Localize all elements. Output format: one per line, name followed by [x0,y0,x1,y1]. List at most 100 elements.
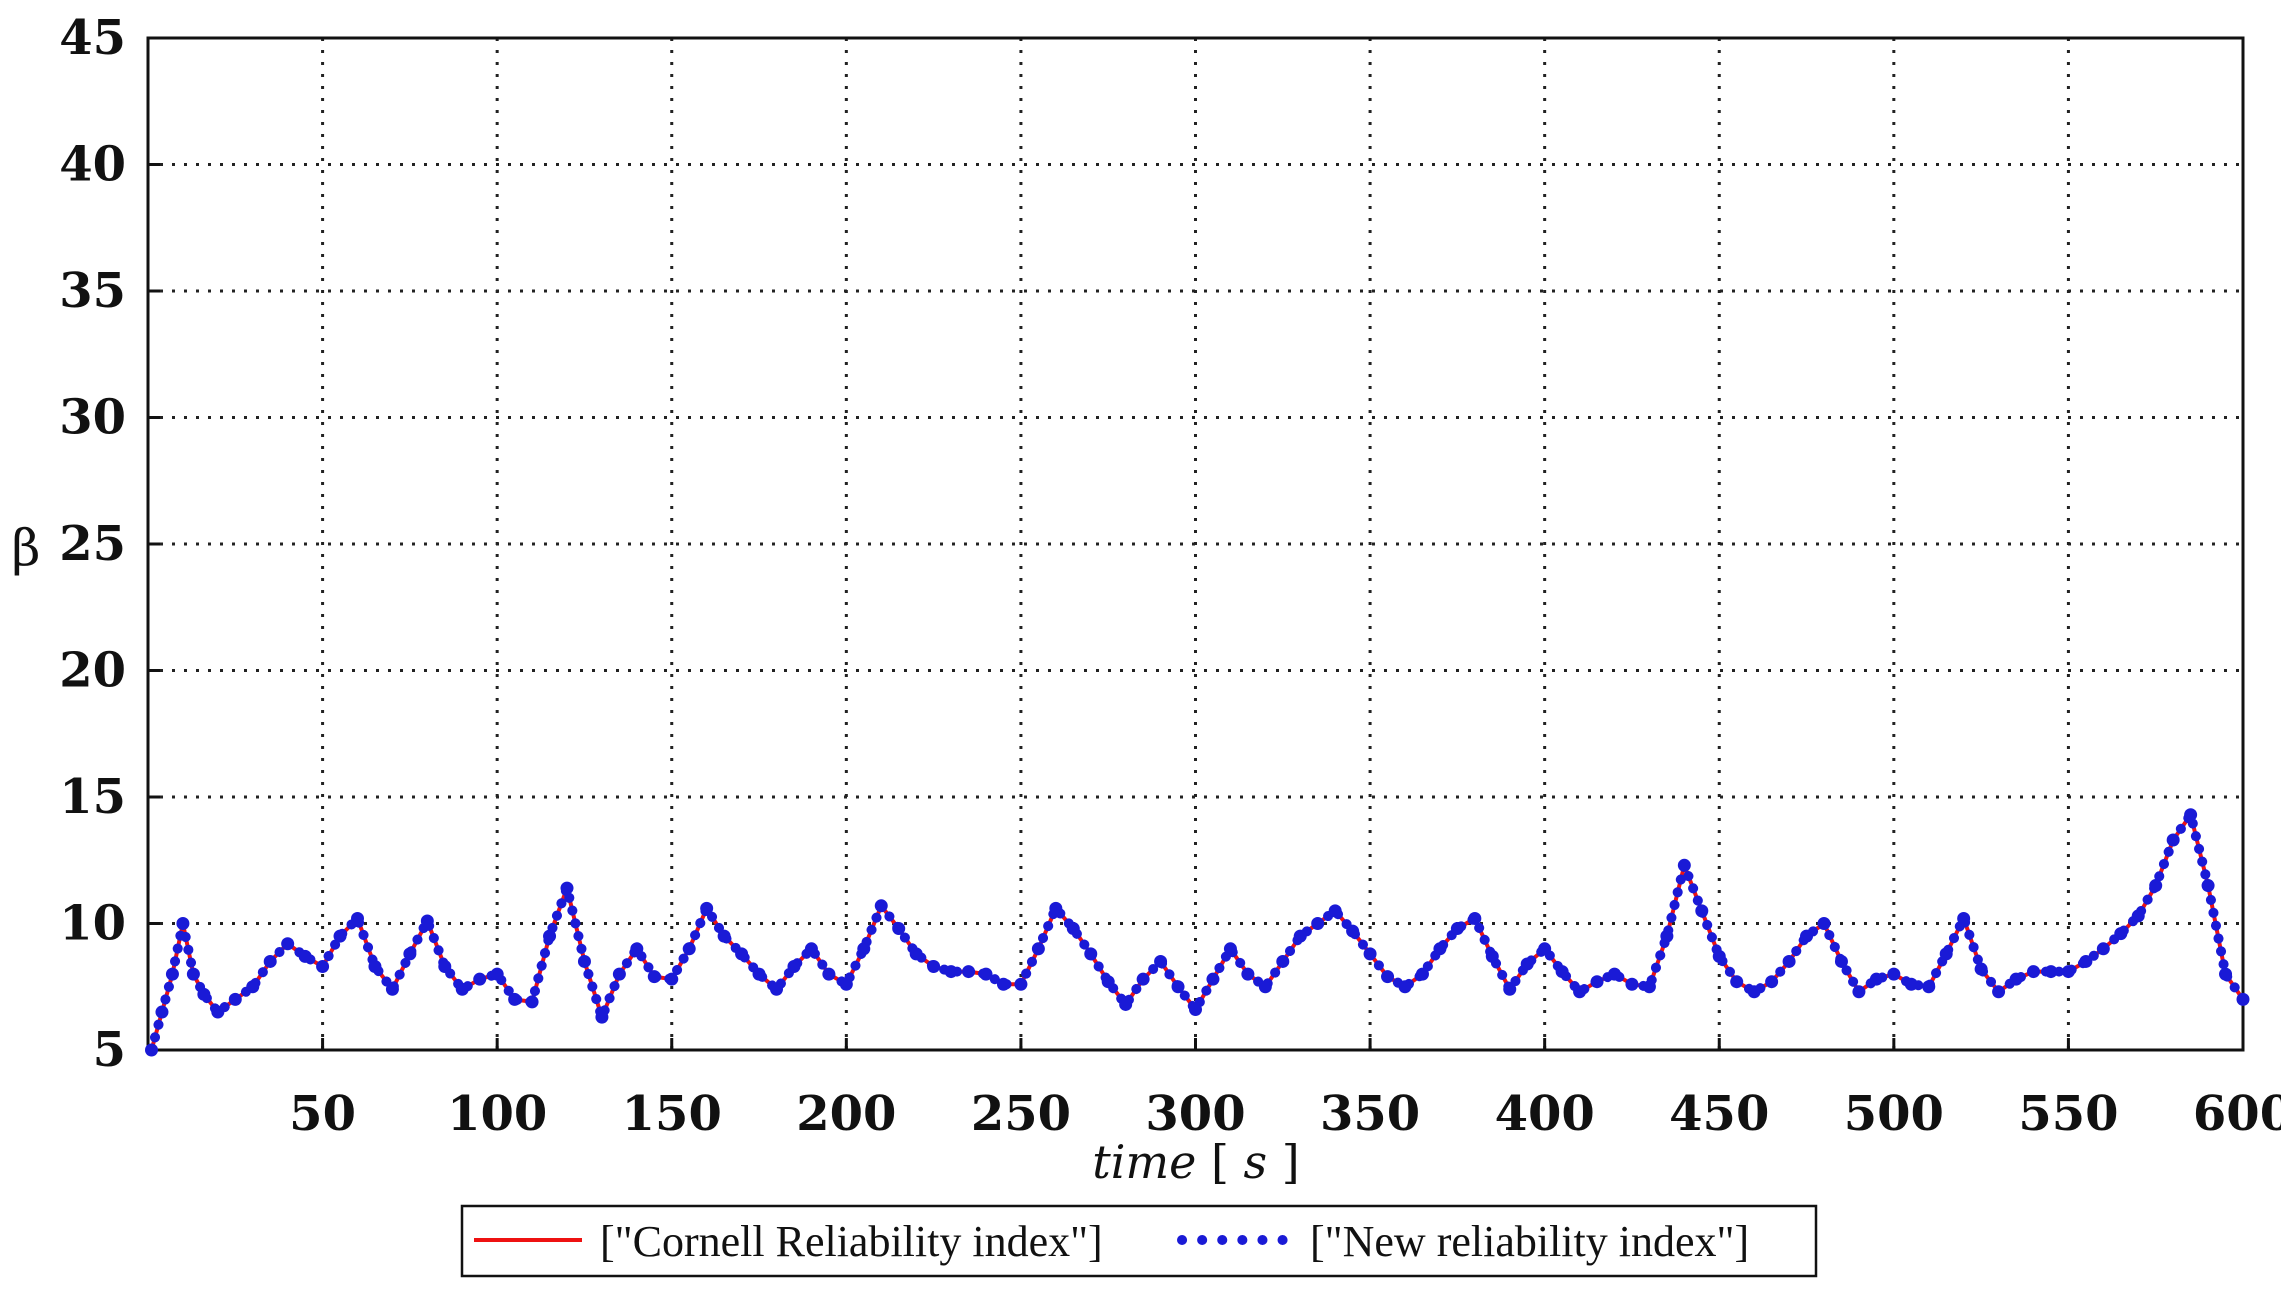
new-index-point [1520,957,1534,971]
x-tick-label: 450 [1669,1086,1769,1142]
new-index-point [155,1005,169,1019]
new-index-point [298,949,312,963]
new-index-point [281,937,295,951]
new-index-point [2166,833,2180,847]
x-tick-label: 100 [447,1086,547,1142]
new-index-point [1066,922,1080,936]
new-index-point [144,1043,158,1057]
new-index-point [1625,977,1639,991]
new-index-point [770,982,783,996]
new-index-point [1154,954,1168,968]
new-index-point [665,972,679,986]
new-index-point [2184,808,2198,822]
new-index-point [1747,985,1761,999]
new-index-point [839,977,853,991]
new-index-point [1834,954,1848,968]
new-index-point [682,942,696,956]
x-tick-label: 400 [1495,1086,1595,1142]
x-axis-ticks: 50 100 150 200 250 300 350 400 450 500 550 600 [289,1038,2281,1142]
new-index-point [351,911,364,925]
new-index-point [1101,975,1115,989]
y-tick-label: 25 [59,516,126,572]
new-index-point [1730,975,1744,989]
new-index-point [165,967,179,981]
y-tick-label: 40 [59,137,126,193]
new-index-point [1939,947,1953,961]
grid-lines [148,38,2243,1050]
new-index-point [455,982,469,996]
new-index-point [595,1010,609,1024]
new-index-point [1922,980,1936,994]
new-index-point [1398,980,1412,994]
new-index-point [1468,911,1482,925]
new-index-point [752,967,766,981]
new-index-point [368,960,382,974]
new-index-point [490,967,504,981]
new-index-point [1712,949,1726,963]
new-index-point [787,960,801,974]
new-index-point [909,947,923,961]
new-index-point [246,980,260,994]
new-index-point [1660,929,1674,943]
new-index-point [1363,947,1377,961]
new-index-point [403,947,417,961]
new-index-point [1189,1003,1202,1017]
new-index-point [1084,947,1098,961]
new-index-point [1677,858,1691,872]
new-index-point [2149,879,2163,893]
new-index-point [1014,977,1028,991]
new-index-point [1276,954,1290,968]
new-index-point [1800,929,1814,943]
new-index-point [2096,942,2110,956]
y-tick-label: 30 [59,390,126,446]
new-index-point [1049,901,1063,915]
new-index-point [1590,975,1604,989]
new-index-point [385,982,399,996]
new-index-point [560,881,574,895]
new-index-point [186,967,200,981]
new-index-point [1974,962,1988,976]
new-index-point [1119,997,1133,1011]
new-index-point [735,947,749,961]
new-index-point [1555,965,1569,979]
new-index-point [438,960,452,974]
new-index-point [1817,917,1831,930]
new-index-point [263,954,277,968]
new-index-point [857,942,871,956]
new-index-point [2061,965,2075,979]
new-index-point [996,977,1010,991]
new-index-point [1765,975,1779,989]
new-index-point [1887,967,1901,981]
x-tick-label: 600 [2193,1086,2281,1142]
new-index-point [1171,980,1185,994]
y-tick-label: 20 [59,643,126,699]
new-index-point [525,995,539,1009]
x-tick-label: 350 [1320,1086,1420,1142]
x-axis-label: time [ s ] [1092,1135,1299,1189]
legend-label-new: ["New reliability index"] [1310,1217,1749,1266]
new-index-point [647,970,661,984]
y-tick-label: 45 [59,10,126,66]
legend-box [460,1204,1818,1278]
new-index-point [1869,972,1883,986]
x-axis-label-unit: s [1244,1135,1268,1189]
new-index-point [473,972,487,986]
new-index-point [1258,980,1272,994]
new-index-point [1608,967,1621,981]
new-index-point [2131,909,2145,923]
new-index-point [630,942,644,956]
new-index-point [1381,970,1395,984]
new-index-point [1503,982,1517,996]
new-index-point [2236,992,2250,1006]
legend: ["Cornell Reliability index"] ["New reli… [460,1204,1818,1278]
x-tick-label: 500 [1844,1086,1944,1142]
new-index-point [2009,972,2023,986]
new-index-point [2079,954,2093,968]
new-index-point [1031,942,1045,956]
x-axis-label-name: time [1092,1135,1196,1189]
new-index-point [1642,980,1656,994]
new-index-point [1206,972,1220,986]
x-tick-label: 550 [2018,1086,2118,1142]
new-index-point [1311,917,1325,930]
new-index-point [1695,904,1709,918]
